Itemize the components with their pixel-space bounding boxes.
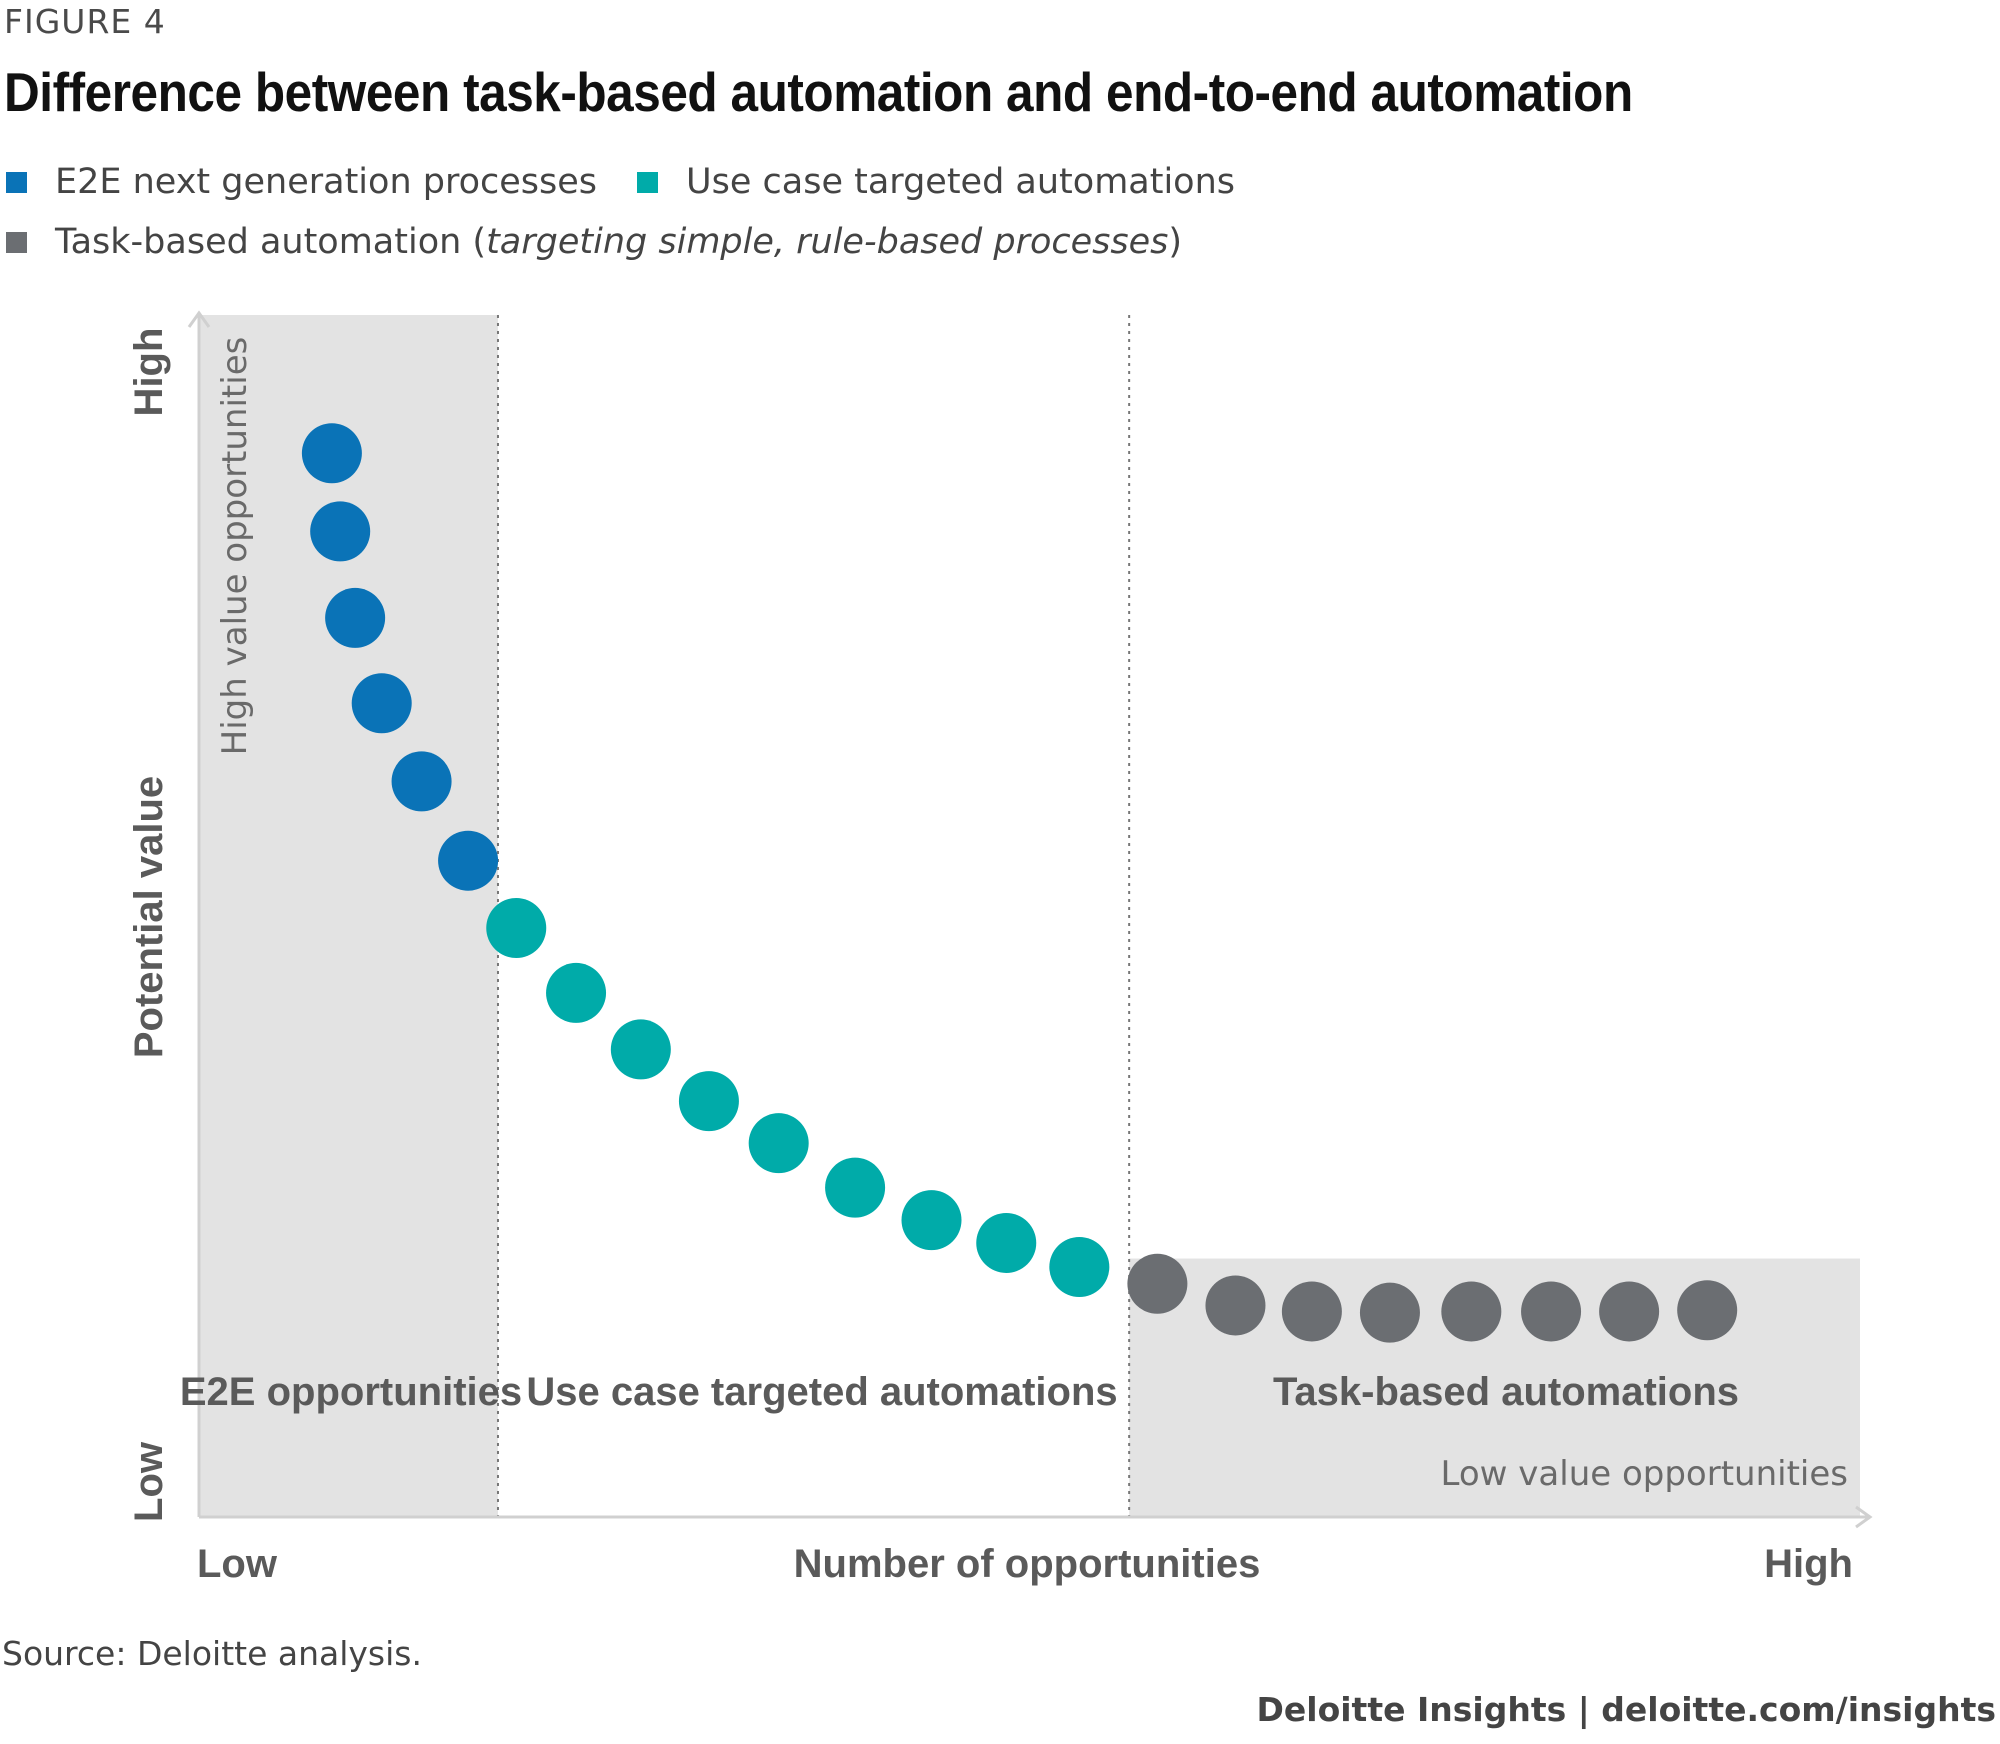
point-s1-0: [486, 898, 547, 959]
brand-footer: Deloitte Insights | deloitte.com/insight…: [1256, 1690, 1996, 1729]
y-axis-title: Potential value: [127, 776, 171, 1058]
chart-area: Low High Number of opportunities High Low Pot…: [127, 310, 1873, 1586]
y-axis-arrow: [187, 310, 211, 328]
zone-note-low-value: Low value opportunities: [1441, 1454, 1848, 1494]
legend-label-task: Task-based automation (: [55, 222, 487, 262]
legend-swatch-task: [6, 231, 27, 253]
legend-note-task: targeting simple, rule-based processes: [486, 222, 1169, 262]
legend-item-use-case: Use case targeted automations: [637, 162, 1235, 202]
point-s0-5: [438, 830, 499, 891]
point-s1-1: [546, 962, 607, 1023]
point-s1-7: [976, 1212, 1037, 1273]
zones-layer: [199, 315, 1860, 1517]
point-s1-5: [825, 1157, 886, 1218]
x-axis-arrow: [1855, 1505, 1873, 1529]
points-layer: [301, 423, 1738, 1343]
legend-label-e2e: E2E next generation processes: [55, 162, 598, 202]
point-s2-5: [1521, 1281, 1582, 1342]
point-s0-3: [351, 673, 412, 734]
point-s1-6: [901, 1190, 962, 1251]
legend-item-task: Task-based automation (targeting simple,…: [6, 222, 1182, 262]
y-tick-low: Low: [127, 1441, 171, 1522]
point-s0-1: [310, 501, 371, 562]
zone-label-use-case: Use case targeted automations: [526, 1370, 1117, 1414]
point-s2-7: [1677, 1280, 1738, 1341]
y-tick-high: High: [127, 328, 171, 417]
legend: E2E next generation processes Use case t…: [6, 152, 1275, 272]
point-s1-2: [610, 1019, 671, 1080]
chart-title: Difference between task-based automation…: [4, 61, 1633, 123]
figure-label: FIGURE 4: [4, 2, 166, 41]
legend-row-2: Task-based automation (targeting simple,…: [6, 212, 1275, 272]
legend-swatch-e2e: [6, 171, 27, 193]
point-s1-3: [678, 1071, 739, 1132]
labels-layer: Low High Number of opportunities High Low Pot…: [127, 328, 1853, 1586]
zone-note-high-value: High value opportunities: [215, 337, 255, 756]
point-s2-4: [1441, 1281, 1502, 1342]
legend-swatch-use-case: [637, 171, 659, 193]
point-s0-4: [391, 751, 452, 812]
point-s2-1: [1205, 1275, 1266, 1336]
axes-layer: [187, 310, 1873, 1529]
point-s2-3: [1359, 1282, 1420, 1343]
point-s1-4: [748, 1113, 809, 1174]
x-axis-title: Number of opportunities: [794, 1542, 1261, 1586]
point-s0-2: [325, 587, 386, 648]
point-s2-2: [1281, 1281, 1342, 1342]
point-s2-0: [1127, 1253, 1188, 1314]
point-s2-6: [1599, 1281, 1660, 1342]
zone-label-task: Task-based automations: [1273, 1370, 1739, 1414]
point-s1-8: [1049, 1236, 1110, 1297]
point-s0-0: [301, 423, 362, 484]
source-note: Source: Deloitte analysis.: [2, 1634, 422, 1673]
legend-row-1: E2E next generation processes Use case t…: [6, 152, 1275, 212]
legend-suffix-task: ): [1168, 222, 1183, 262]
zone-label-e2e: E2E opportunities: [180, 1370, 522, 1414]
x-tick-low: Low: [197, 1542, 278, 1586]
legend-item-e2e: E2E next generation processes: [6, 162, 597, 202]
legend-label-use-case: Use case targeted automations: [686, 162, 1236, 202]
x-tick-high: High: [1764, 1542, 1853, 1586]
